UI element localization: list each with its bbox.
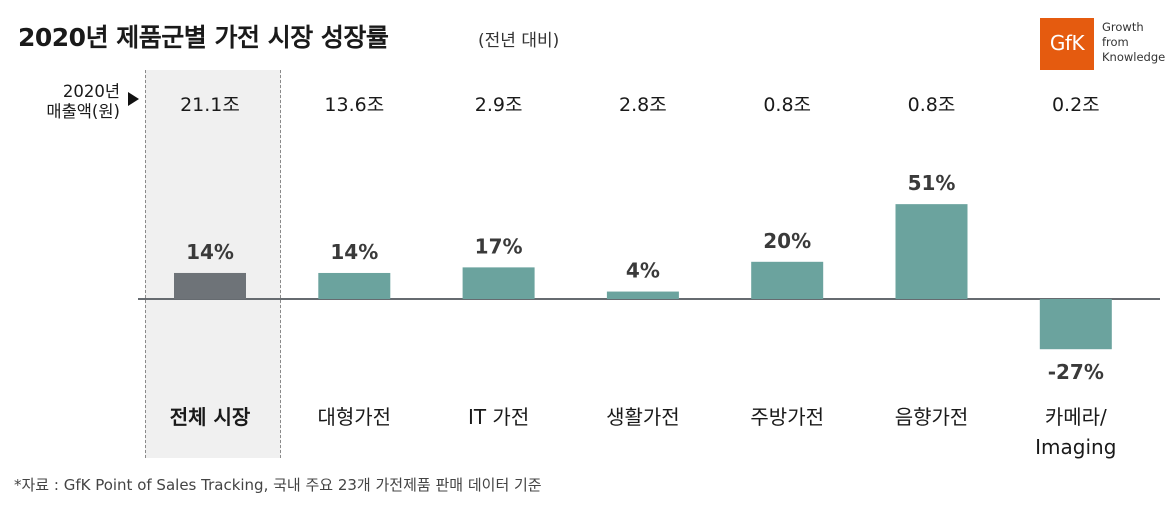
revenue-row-label: 2020년 매출액(원) [46,82,120,121]
revenue-label-2: 2.9조 [475,94,523,116]
chart-subtitle: (전년 대비) [478,31,560,51]
value-label-5: 51% [908,171,956,195]
gfk-tagline: Growth from Knowledge [1102,20,1166,64]
value-label-1: 14% [330,240,378,264]
revenue-arrow-icon [128,92,139,106]
bar-2 [462,267,535,299]
revenue-label-1: 13.6조 [324,94,384,116]
revenue-label-5: 0.8조 [908,94,956,116]
value-label-0: 14% [186,240,234,264]
revenue-label-3: 2.8조 [619,94,667,116]
bar-1 [318,272,391,299]
category-label-5: 음향가전 [895,405,969,429]
gfk-logo: GfK [1040,18,1094,70]
category-label-2: IT 가전 [468,405,529,429]
value-label-3: 4% [626,259,660,283]
bar-5 [895,204,968,299]
chart-title: 2020년 제품군별 가전 시장 성장률 [18,23,389,52]
revenue-label-6: 0.2조 [1052,94,1100,116]
value-label-4: 20% [763,229,811,253]
category-label-0: 전체 시장 [170,405,251,429]
total-market-highlight [145,70,281,458]
revenue-label-0: 21.1조 [180,94,240,116]
bar-3 [606,291,679,299]
revenue-label-4: 0.8조 [763,94,811,116]
category-label-4: 주방가전 [750,405,824,429]
value-label-2: 17% [475,234,523,258]
source-note: *자료 : GfK Point of Sales Tracking, 국내 주요… [14,476,542,494]
bar-0 [174,272,246,299]
category-label-3: 생활가전 [606,405,680,429]
category-label-6: 카메라/Imaging [1035,405,1116,459]
gfk-logo-text: GfK [1049,31,1085,55]
bar-4 [751,261,824,299]
value-label-6: -27% [1048,360,1104,384]
category-label-1: 대형가전 [317,405,391,429]
bar-6 [1039,299,1112,350]
